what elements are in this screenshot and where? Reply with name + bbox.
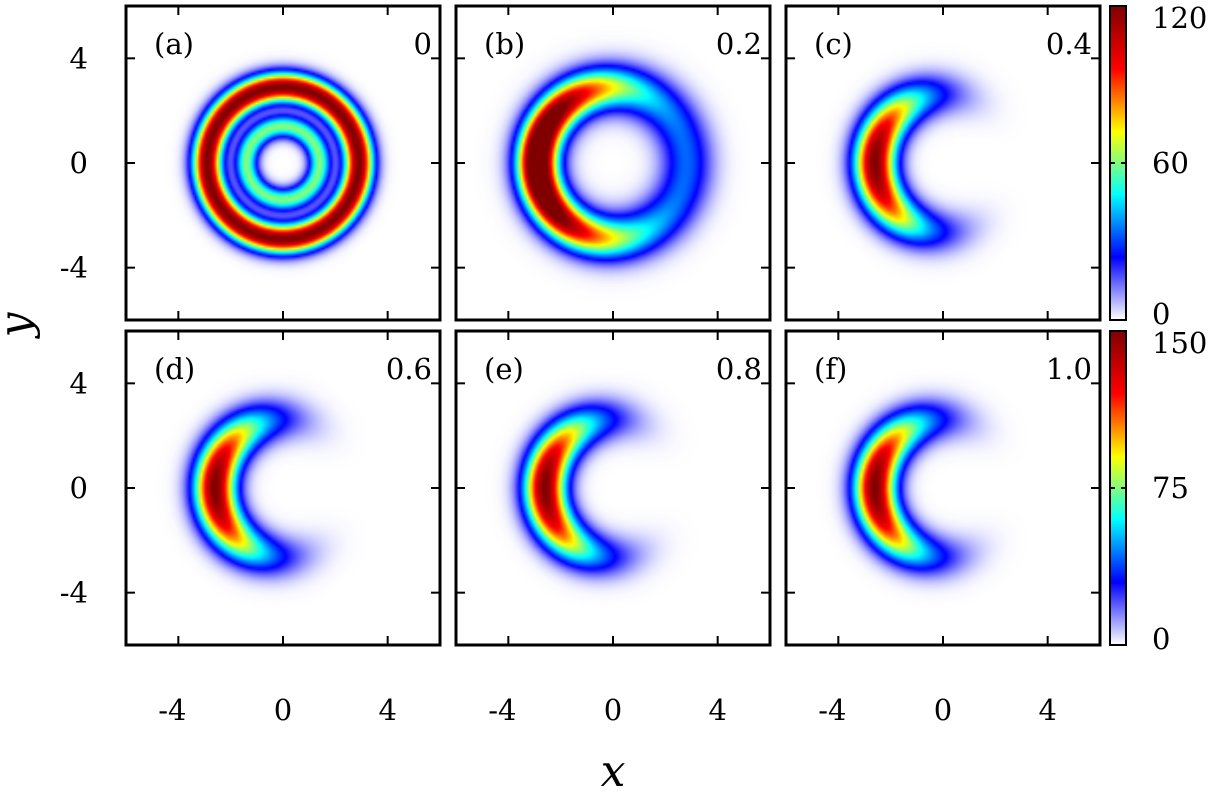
panel-parameter: 1.0: [1046, 352, 1092, 386]
panel-parameter: 0.6: [386, 352, 432, 386]
panel-c: (c) 0.4: [784, 4, 1102, 322]
panel-tag: (b): [484, 27, 525, 61]
panel-tag: (c): [814, 27, 853, 61]
y-tick-label: -4: [60, 251, 88, 285]
colorbar-tick-label: 75: [1152, 471, 1189, 505]
panel-tag: (f): [814, 352, 847, 386]
x-tick-label: -4: [488, 693, 516, 727]
x-tick-label: 4: [378, 693, 396, 727]
panel-f: (f) 1.0: [784, 329, 1102, 647]
y-tick-label: 0: [70, 471, 88, 505]
panel-tag: (e): [484, 352, 524, 386]
y-tick-label: -4: [60, 576, 88, 610]
y-tick-label: 4: [70, 366, 88, 400]
y-tick-label: 0: [70, 146, 88, 180]
x-tick-label: -4: [158, 693, 186, 727]
x-tick-label: 0: [274, 693, 292, 727]
panel-tag: (a): [154, 27, 194, 61]
panel-parameter: 0.2: [716, 27, 762, 61]
panel-d: (d) 0.6: [124, 329, 442, 647]
x-tick-label: 4: [708, 693, 726, 727]
density-map: [126, 331, 440, 645]
x-tick-label: 0: [604, 693, 622, 727]
panel-e: (e) 0.8: [454, 329, 772, 647]
density-map: [786, 6, 1100, 320]
colorbar-tick-label: 60: [1152, 146, 1189, 180]
y-axis-title: y: [0, 311, 41, 339]
colorbars: 0 60 120 0 75 150: [1109, 1, 1207, 656]
x-axis-title: x: [601, 746, 626, 792]
panel-parameter: 0.4: [1046, 27, 1092, 61]
panels: (a) 0 (b) 0.2 (c) 0.4 (d) 0.6 (e) 0.8 (f) 1.0: [124, 4, 1102, 647]
colorbar-tick-label: 0: [1152, 297, 1170, 331]
x-tick-label: -4: [818, 693, 846, 727]
colorbar-gradient: [1110, 6, 1126, 320]
panel-b: (b) 0.2: [454, 4, 772, 322]
colorbar-tick-label: 120: [1152, 1, 1207, 35]
density-map: [786, 331, 1100, 645]
y-tick-label: 4: [70, 41, 88, 75]
colorbar-tick-label: 0: [1152, 622, 1170, 656]
panel-parameter: 0.8: [716, 352, 762, 386]
colorbar-tick-label: 150: [1152, 326, 1207, 360]
x-tick-label: 0: [934, 693, 952, 727]
panel-parameter: 0: [414, 27, 432, 61]
tick-labels: -4 0 4 -4 0 4 -4 0 4 -4 0 4 -4 0 4: [60, 41, 1057, 727]
density-map: [456, 6, 770, 320]
density-map: [456, 331, 770, 645]
panel-tag: (d): [154, 352, 195, 386]
colorbar-gradient: [1110, 331, 1126, 645]
colorbar-1: 0 60 120: [1109, 1, 1207, 331]
colorbar-2: 0 75 150: [1109, 326, 1207, 656]
density-map: [126, 6, 440, 320]
panel-a: (a) 0: [124, 4, 442, 322]
x-tick-label: 4: [1038, 693, 1056, 727]
